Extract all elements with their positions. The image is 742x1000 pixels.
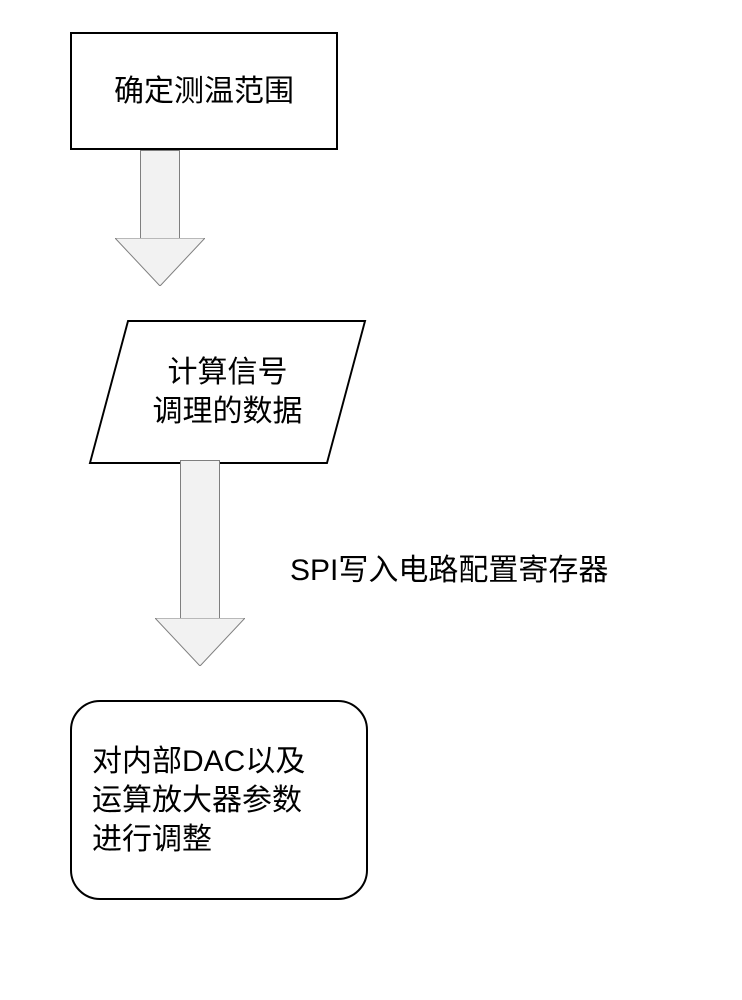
node-adjust-dac-text: 对内部DAC以及 运算放大器参数 进行调整 <box>92 742 305 859</box>
node-determine-range-text: 确定测温范围 <box>114 72 294 111</box>
flowchart-canvas: 确定测温范围 计算信号 调理的数据 SPI写入电路配置寄存器 对内部DAC以及 … <box>0 0 742 1000</box>
node-determine-range: 确定测温范围 <box>70 32 338 150</box>
arrow-1-head <box>115 238 205 286</box>
node-calc-signal: 计算信号 调理的数据 <box>89 320 367 464</box>
arrow-2-stem <box>180 460 220 620</box>
node-adjust-dac: 对内部DAC以及 运算放大器参数 进行调整 <box>70 700 368 900</box>
spi-label: SPI写入电路配置寄存器 <box>290 545 608 589</box>
arrow-1-stem <box>140 150 180 240</box>
node-calc-signal-text: 计算信号 调理的数据 <box>153 353 303 431</box>
arrow-2-head <box>155 618 245 666</box>
spi-label-text: SPI写入电路配置寄存器 <box>290 554 608 587</box>
